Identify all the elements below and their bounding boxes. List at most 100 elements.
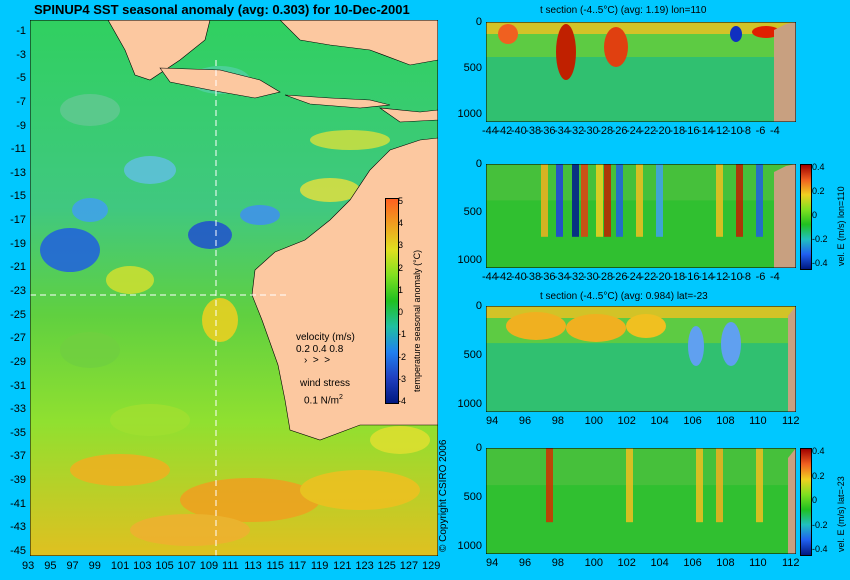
section-y-tick: 0: [475, 158, 482, 170]
section-x-tick: 94: [486, 557, 499, 569]
lat-tick: -25: [10, 308, 26, 321]
section-colorbar-label: vel. E (m/s) lon=110: [836, 186, 846, 266]
section-x-tick: -18: [669, 271, 686, 283]
section-y-tick: 1000: [457, 254, 482, 266]
section-colorbar: [800, 448, 812, 556]
section-x-tick: 94: [486, 415, 499, 427]
section-y-tick: 1000: [457, 398, 482, 410]
lat-tick: -9: [16, 119, 26, 132]
map-colorbar-tick: 2: [398, 262, 404, 273]
map-colorbar-tick: 3: [398, 240, 404, 251]
section-y-tick: 500: [463, 62, 482, 74]
lat-tick: -1: [16, 25, 26, 37]
lon-tick: 119: [310, 560, 329, 572]
section-x-tick: -26: [611, 125, 628, 137]
section-x-tick: 96: [518, 415, 532, 427]
lat-tick: -15: [10, 190, 26, 203]
section-x-tick: 110: [749, 415, 767, 427]
map-colorbar-tick: -3: [398, 373, 407, 384]
map-lat-ticks: -1 -3 -5 -7 -9 -11 -13 -15 -17 -19 -21 -23 -25 -27 -29…: [0, 20, 30, 557]
section-x-tick: -14: [698, 125, 714, 137]
section-x-tick: -10: [726, 271, 743, 283]
lat-tick: -45: [10, 545, 26, 557]
section-x-tick: -12: [712, 125, 729, 137]
section-x-tick: -20: [654, 125, 671, 137]
section-x-tick: 98: [551, 557, 565, 569]
lat-tick: -11: [10, 143, 26, 156]
section-x-tick: -44: [482, 271, 498, 283]
section-x-tick: 98: [551, 415, 565, 427]
lon-tick: 93: [22, 560, 35, 572]
main-title: SPINUP4 SST seasonal anomaly (avg: 0.303…: [34, 2, 410, 17]
section-colorbar-tick: 0.4: [812, 162, 825, 172]
map-colorbar-tick: 4: [398, 218, 404, 229]
lon-tick: 107: [177, 560, 196, 572]
section-x-tick: -26: [611, 271, 628, 283]
section-x-tick: 100: [584, 557, 604, 569]
section-x-tick: -38: [525, 271, 542, 283]
lat-tick: -43: [10, 521, 26, 534]
section-colorbar: [800, 164, 812, 270]
section-colorbar-tick: 0: [812, 210, 818, 220]
section-x-tick: -42: [496, 271, 513, 283]
section-x-tick: -4: [770, 271, 780, 283]
lat-tick: -5: [16, 72, 26, 85]
sst-map: [30, 20, 438, 556]
section-x-tick: -6: [755, 125, 766, 137]
section-x-tick: 96: [518, 557, 532, 569]
map-colorbar-tick: 5: [398, 196, 404, 206]
lon-tick: 113: [244, 560, 262, 572]
lat-tick: -21: [10, 261, 26, 274]
lat-tick: -13: [10, 166, 26, 179]
section-plot: [486, 22, 796, 122]
map-lon-ticks: 93 95 97 99 101 103 105 107 109 111 113 115 117 119 12…: [22, 560, 440, 576]
section-colorbar-tick: -0.2: [812, 234, 828, 244]
section-y-tick: 0: [475, 16, 482, 28]
section-x-tick: -24: [626, 271, 642, 283]
section-x-tick: -40: [510, 125, 527, 137]
section-x-tick: 102: [617, 415, 636, 427]
section-x-tick: 106: [683, 557, 702, 569]
section-y-tick: 500: [463, 349, 482, 361]
lon-tick: 123: [355, 560, 374, 572]
section-x-tick: -28: [597, 125, 614, 137]
map-colorbar-label: temperature seasonal anomaly (°C): [412, 249, 422, 392]
section-x-tick: 112: [782, 557, 800, 569]
section-x-tick: 110: [749, 557, 767, 569]
section-x-tick: -38: [525, 125, 542, 137]
map-colorbar-ticks: 5 4 3 2 1 0 -1 -2 -3 -4: [398, 196, 412, 406]
section-colorbar-tick: 0.2: [812, 186, 825, 196]
section-y-tick: 1000: [457, 108, 482, 120]
section-x-tick: -40: [510, 271, 527, 283]
lat-tick: -17: [10, 214, 26, 227]
section-x-tick: -16: [683, 271, 700, 283]
section-x-tick: -44: [482, 125, 498, 137]
section-x-tick: -16: [683, 125, 700, 137]
lat-tick: -41: [10, 497, 26, 510]
section-x-tick: 112: [782, 415, 800, 427]
section-x-tick: 100: [584, 415, 604, 427]
section-y-tick: 0: [475, 300, 482, 312]
section-colorbar-tick: 0.2: [812, 470, 825, 481]
section-x-tick: 102: [617, 557, 636, 569]
section-y-tick: 500: [463, 491, 482, 503]
lon-tick: 117: [288, 560, 307, 572]
velocity-label: velocity (m/s): [296, 332, 355, 343]
section-x-tick: -4: [770, 125, 780, 137]
lat-tick: -29: [10, 355, 26, 368]
lat-tick: -37: [10, 450, 26, 463]
lat-tick: -27: [10, 332, 26, 345]
section-x-tick: -14: [698, 271, 714, 283]
section-title: t section (-4..5°C) (avg: 1.19) lon=110: [540, 5, 707, 16]
lon-tick: 127: [399, 560, 419, 572]
wind-stress-scale: 0.1 N/m2: [304, 394, 343, 407]
section-plot: [486, 448, 796, 554]
section-x-tick: -32: [568, 125, 585, 137]
lon-tick: 105: [155, 560, 174, 572]
section-x-tick: -6: [755, 271, 766, 283]
lon-tick: 115: [266, 560, 284, 572]
section-x-tick: -18: [669, 125, 686, 137]
map-colorbar-tick: 0: [398, 307, 404, 318]
section-x-tick: -30: [582, 271, 599, 283]
velocity-arrows-icon: › > >: [304, 355, 331, 366]
